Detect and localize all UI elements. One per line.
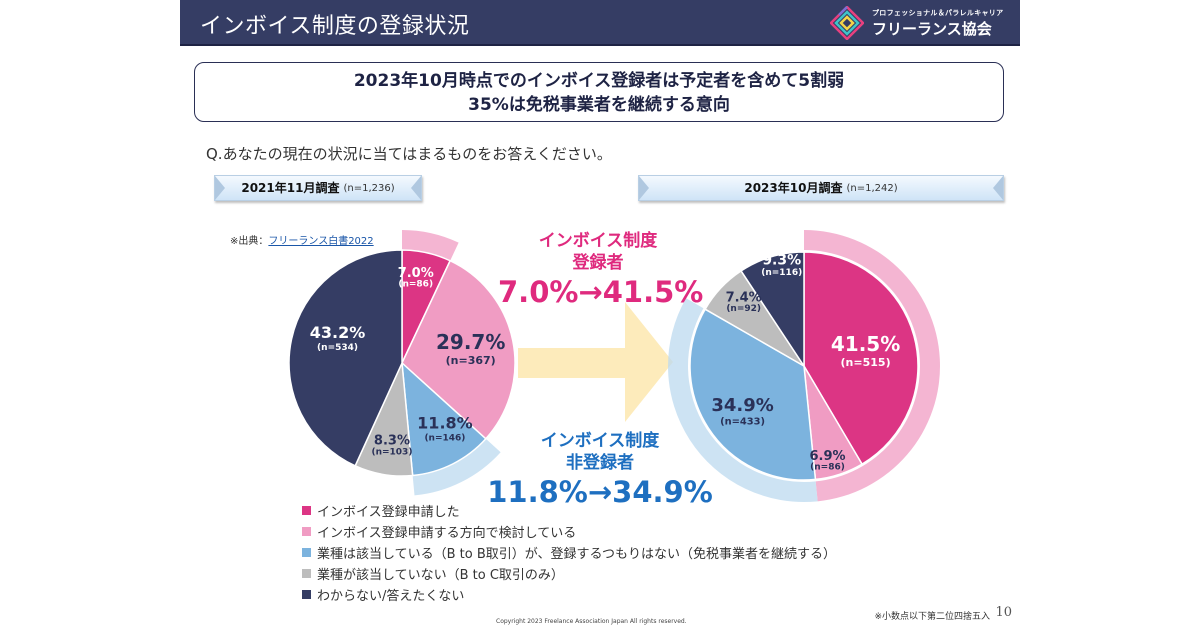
legend-swatch — [302, 590, 311, 599]
slice-percent-label: 43.2% — [310, 323, 366, 342]
survey-tab-2023: 2023年10月調査 (n=1,242) — [638, 175, 1004, 201]
pie-chart-2021: 7.0%(n=86)29.7%(n=367)11.8%(n=146)8.3%(n… — [288, 230, 516, 496]
pie-slice — [288, 249, 403, 467]
legend-item: 業種は該当している（B to B取引）が、登録するつもりはない（免税事業者を継続… — [302, 542, 836, 563]
legend-swatch — [302, 548, 311, 557]
slice-count-label: (n=515) — [841, 356, 891, 369]
source-note: ※出典：フリーランス白書2022 — [230, 232, 374, 247]
slice-percent-label: 9.3% — [762, 253, 801, 269]
legend-swatch — [302, 527, 311, 536]
highlight-ring — [804, 230, 940, 502]
slice-percent-label: 6.9% — [809, 449, 845, 464]
legend-item: 業種が該当していない（B to C取引のみ） — [302, 563, 836, 584]
slice-count-label: (n=103) — [371, 447, 412, 457]
legend-label: インボイス登録申請した — [317, 505, 460, 520]
slice-count-label: (n=86) — [398, 280, 433, 290]
survey-n: (n=1,242) — [846, 183, 898, 194]
slide-header: インボイス制度の登録状況 プロフェッショナル＆パラレルキャリア フリーランス協会 — [180, 0, 1020, 46]
headline-line-1: 2023年10月時点でのインボイス登録者は予定者を含めて5割弱 — [353, 71, 845, 91]
pie-slice — [689, 308, 817, 481]
transition-arrow — [518, 302, 673, 422]
logo-mark-icon — [830, 6, 864, 40]
legend-label: 業種が該当していない（B to C取引のみ） — [317, 568, 564, 583]
slice-percent-label: 8.3% — [374, 434, 410, 449]
page-title: インボイス制度の登録状況 — [200, 14, 470, 39]
callout-title: インボイス制度 — [540, 431, 660, 451]
legend-swatch — [302, 506, 311, 515]
slice-count-label: (n=534) — [317, 343, 358, 353]
pie-chart-2023: 41.5%(n=515)6.9%(n=86)34.9%(n=433)7.4%(n… — [668, 230, 940, 502]
slice-count-label: (n=92) — [726, 304, 761, 314]
source-link[interactable]: フリーランス白書2022 — [268, 236, 374, 247]
callout-non-registered: インボイス制度 非登録者 11.8%→34.9% — [480, 430, 720, 510]
survey-tab-2021: 2021年11月調査 (n=1,236) — [214, 175, 422, 201]
callout-registered: インボイス制度 登録者 7.0%→41.5% — [498, 230, 704, 310]
slice-percent-label: 29.7% — [436, 330, 505, 354]
slice-percent-label: 7.4% — [726, 290, 762, 305]
pie-slice — [401, 259, 516, 440]
legend-item: インボイス登録申請する方向で検討している — [302, 521, 836, 542]
slice-percent-label: 7.0% — [398, 266, 434, 281]
legend-label: わからない/答えたくない — [317, 589, 465, 604]
pie-slice — [401, 361, 487, 477]
slice-percent-label: 11.8% — [417, 414, 473, 433]
survey-n: (n=1,236) — [343, 183, 395, 194]
slice-count-label: (n=146) — [424, 434, 465, 444]
slice-percent-label: 41.5% — [831, 332, 900, 356]
callout-subtitle: 登録者 — [572, 253, 624, 273]
chart-legend: インボイス登録申請した インボイス登録申請する方向で検討している 業種は該当して… — [302, 500, 836, 605]
highlight-ring — [402, 230, 459, 261]
source-prefix: ※出典： — [230, 236, 269, 247]
slice-count-label: (n=116) — [761, 268, 802, 278]
copyright: Copyright 2023 Freelance Association Jap… — [496, 618, 687, 625]
pie-slice — [740, 251, 805, 369]
highlight-ring — [412, 438, 501, 496]
headline-line-2: 35%は免税事業者を継続する意向 — [468, 95, 730, 115]
legend-item: インボイス登録申請した — [302, 500, 836, 521]
survey-label: 2023年10月調査 — [744, 181, 843, 195]
slice-count-label: (n=86) — [810, 463, 845, 473]
pie-charts: 7.0%(n=86)29.7%(n=367)11.8%(n=146)8.3%(n… — [288, 230, 940, 502]
page-number: 10 — [995, 605, 1012, 620]
legend-swatch — [302, 569, 311, 578]
legend-label: 業種は該当している（B to B取引）が、登録するつもりはない（免税事業者を継続… — [317, 547, 836, 562]
slice-percent-label: 34.9% — [711, 395, 773, 416]
survey-question: Q.あなたの現在の状況に当てはまるものをお答えください。 — [206, 145, 612, 163]
callout-value: 11.8%→34.9% — [487, 475, 713, 509]
survey-label: 2021年11月調査 — [241, 181, 340, 195]
rounding-footnote: ※小数点以下第二位四捨五入 — [874, 612, 990, 622]
headline-box: 2023年10月時点でのインボイス登録者は予定者を含めて5割弱 35%は免税事業… — [194, 62, 1004, 122]
highlight-ring — [668, 298, 818, 502]
logo-subtitle: プロフェッショナル＆パラレルキャリア — [872, 9, 1004, 17]
legend-item: わからない/答えたくない — [302, 584, 836, 605]
logo-name: フリーランス協会 — [872, 20, 992, 38]
association-logo: プロフェッショナル＆パラレルキャリア フリーランス協会 — [830, 4, 1004, 42]
legend-label: インボイス登録申請する方向で検討している — [317, 526, 577, 541]
pie-slice — [803, 251, 919, 466]
slice-count-label: (n=367) — [446, 354, 496, 367]
callout-subtitle: 非登録者 — [566, 453, 634, 473]
slice-count-label: (n=433) — [720, 417, 765, 428]
slide: インボイス制度の登録状況 プロフェッショナル＆パラレルキャリア フリーランス協会… — [180, 0, 1020, 630]
callout-value: 7.0%→41.5% — [498, 275, 704, 309]
callout-title: インボイス制度 — [538, 231, 658, 251]
